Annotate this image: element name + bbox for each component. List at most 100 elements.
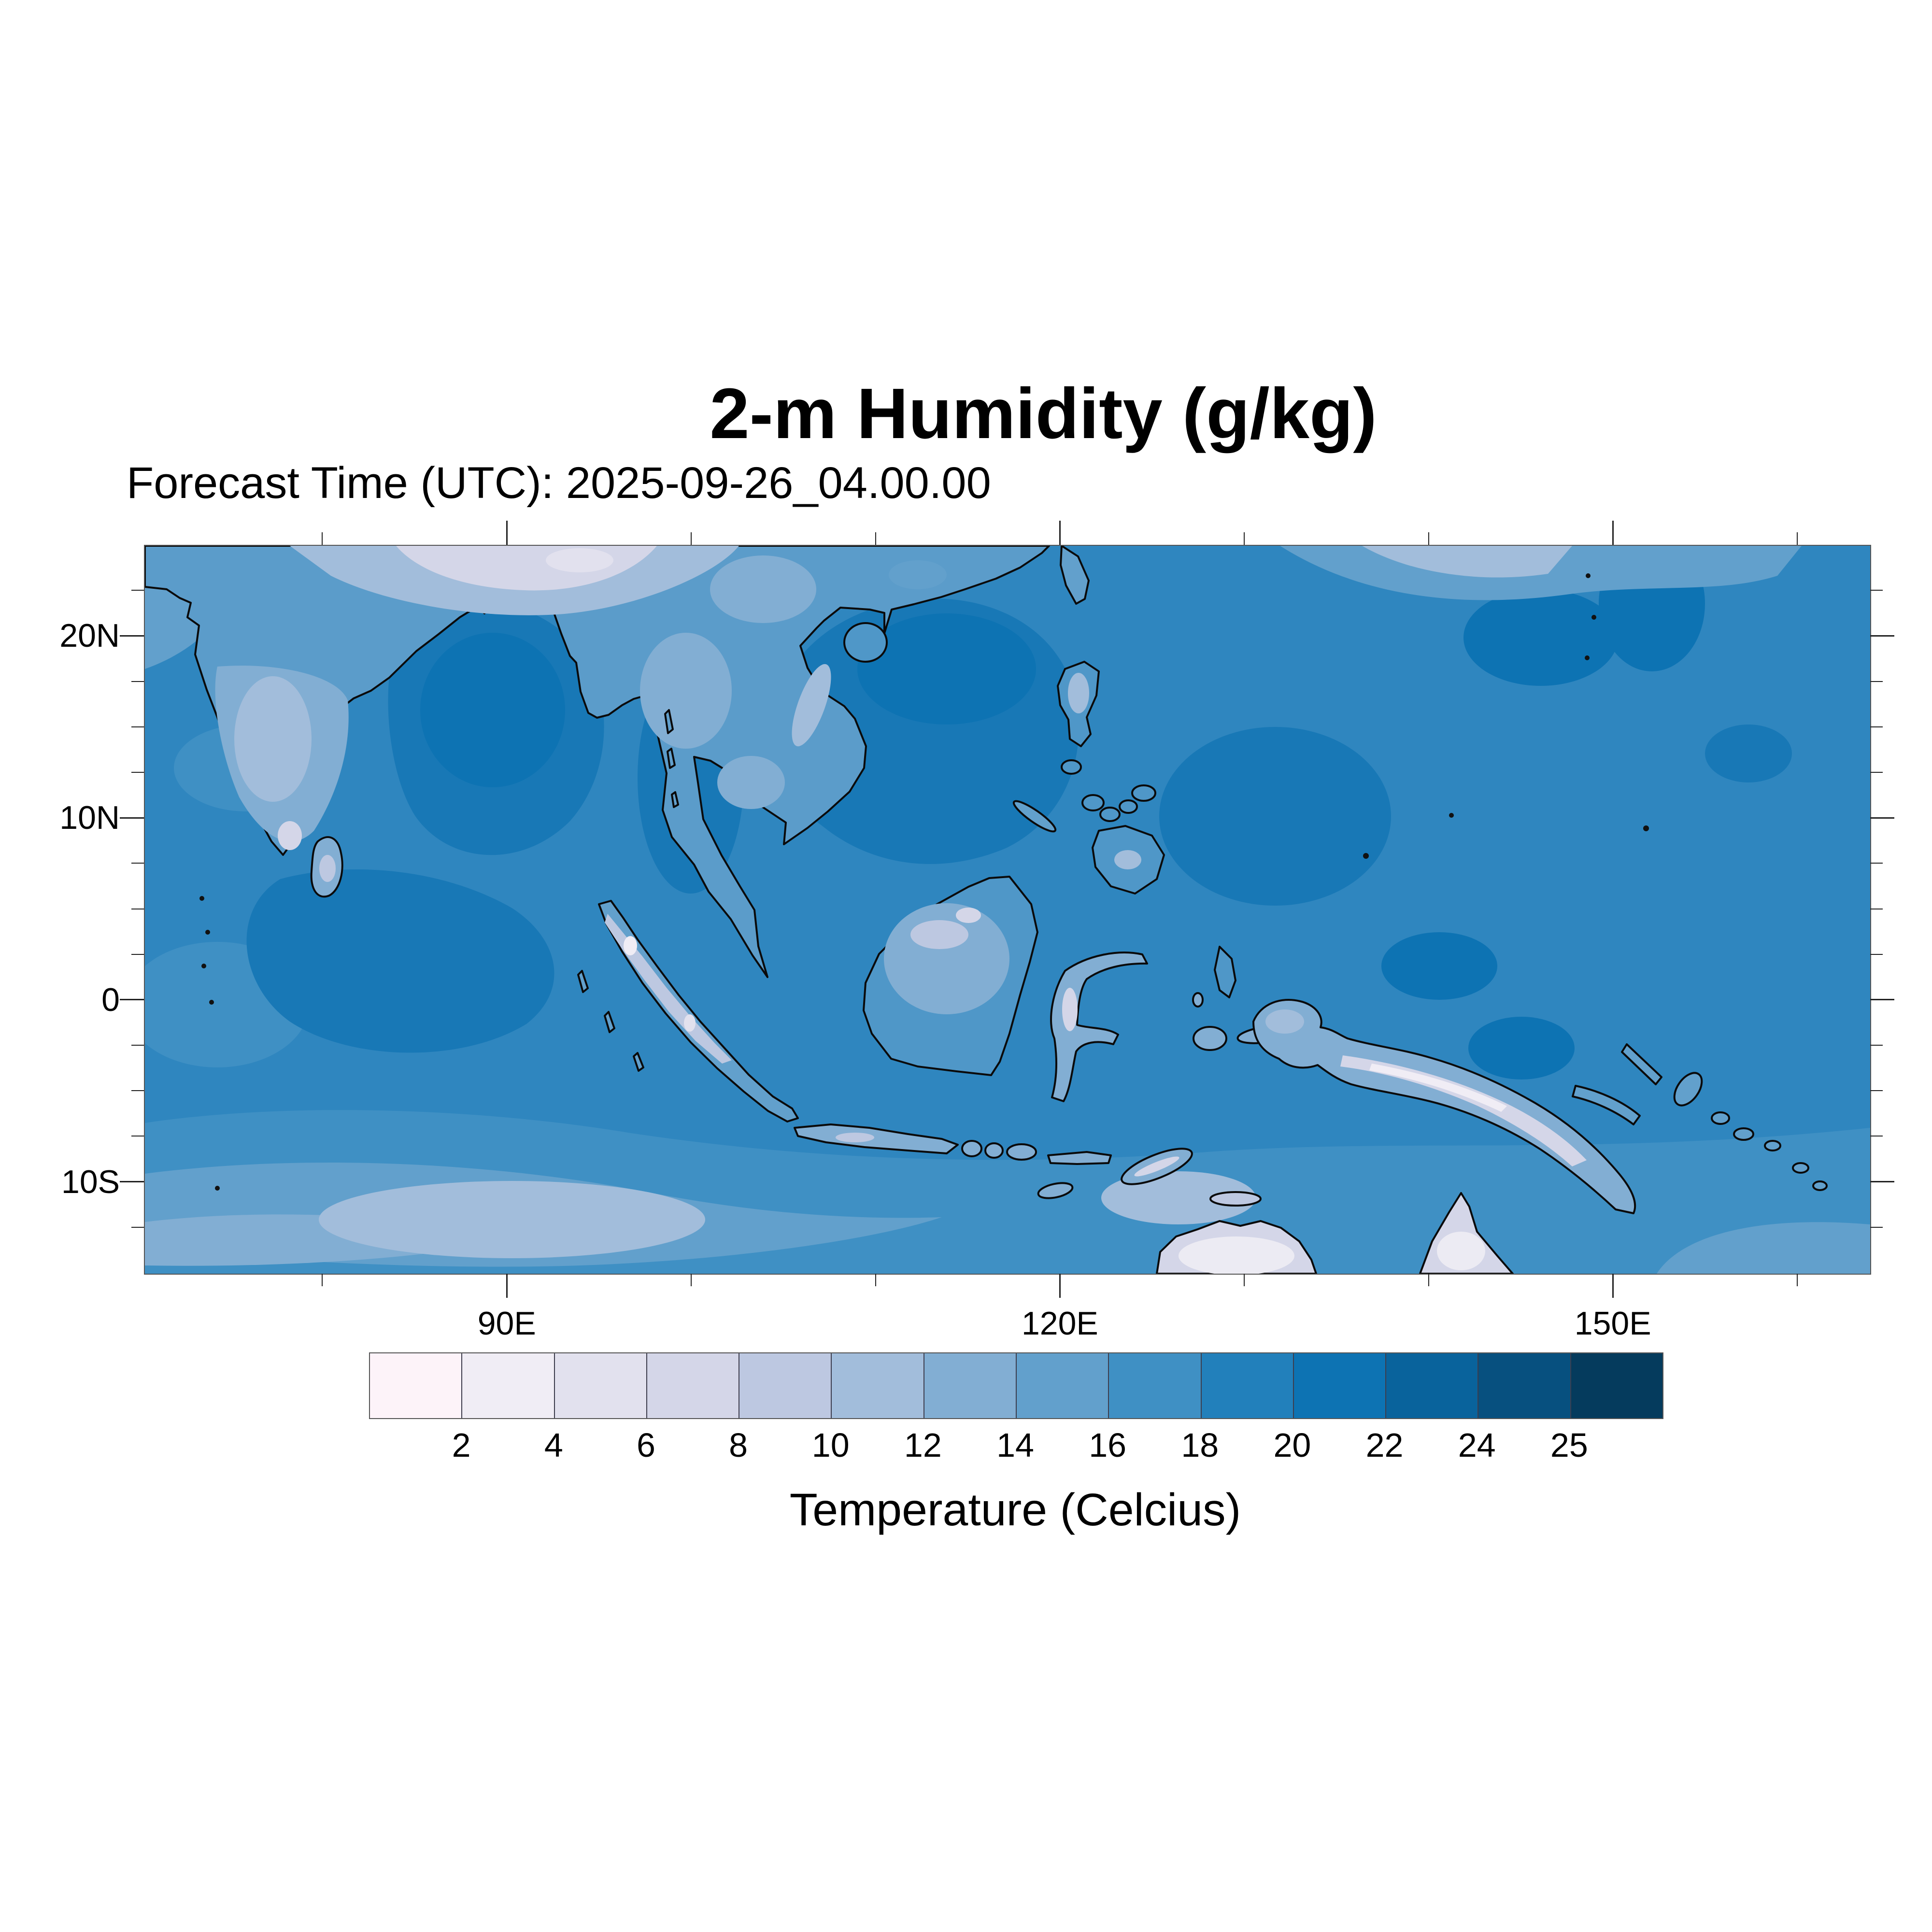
- china-light-patch: [889, 560, 947, 589]
- x-major-tick-bottom: [1059, 1274, 1061, 1298]
- forecast-time-label: Forecast Time (UTC): 2025-09-26_04.00.00: [127, 458, 991, 508]
- colorbar-cell-4: [647, 1353, 740, 1418]
- colorbar-cell-12: [1386, 1353, 1479, 1418]
- y-minor-tick-left: [131, 681, 144, 682]
- y-minor-tick-right: [1870, 771, 1883, 773]
- solomon-island-3: [1764, 1140, 1781, 1151]
- solomon-island-4: [1792, 1162, 1809, 1174]
- y-minor-tick-left: [131, 863, 144, 864]
- south-china-sea-core: [857, 613, 1036, 724]
- colorbar-cell-1: [370, 1353, 463, 1418]
- y-major-tick-right: [1870, 1181, 1894, 1183]
- new-guinea-ridge: [1340, 1055, 1587, 1166]
- mentawai-islands-3: [633, 1052, 644, 1072]
- south-ocean-pale-patch: [319, 1181, 705, 1258]
- colorbar-title: Temperature (Celcius): [789, 1484, 1241, 1535]
- x-minor-tick-top: [1244, 532, 1245, 545]
- y-axis-label-0: 0: [101, 981, 120, 1018]
- x-minor-tick-bottom: [875, 1274, 876, 1286]
- x-major-tick-top: [1059, 521, 1061, 545]
- solomon-island-5: [1812, 1180, 1828, 1191]
- colorbar-label-20: 20: [1273, 1426, 1311, 1464]
- sulawesi-highland: [1062, 988, 1078, 1031]
- y-minor-tick-right: [1870, 1045, 1883, 1046]
- palau-dot: [1363, 853, 1369, 859]
- arafura-pale-patch: [1101, 1171, 1256, 1224]
- colorbar-cell-3: [554, 1353, 647, 1418]
- buru-island: [1193, 1026, 1227, 1051]
- y-minor-tick-right: [1870, 681, 1883, 682]
- y-minor-tick-right: [1870, 863, 1883, 864]
- x-minor-tick-bottom: [1428, 1274, 1429, 1286]
- y-major-tick-right: [1870, 817, 1894, 819]
- samar-island: [1131, 784, 1156, 802]
- y-minor-tick-left: [131, 1090, 144, 1092]
- new-britain-island: [1572, 1085, 1641, 1125]
- yap-dot: [1449, 813, 1454, 818]
- new-ireland-island: [1621, 1043, 1662, 1085]
- australia-top-end-pale: [1179, 1236, 1294, 1274]
- andaman-islands: [664, 709, 674, 734]
- sumatra-peak-2: [684, 1014, 696, 1032]
- equatorial-indian-ocean-dark: [246, 869, 554, 1053]
- colorbar-cell-11: [1293, 1353, 1387, 1418]
- y-minor-tick-right: [1870, 1090, 1883, 1092]
- thailand-light-patch: [640, 633, 732, 749]
- y-major-tick-left: [120, 635, 144, 637]
- y-minor-tick-left: [131, 1226, 144, 1228]
- solomon-island-2: [1733, 1127, 1754, 1141]
- y-minor-tick-right: [1870, 726, 1883, 727]
- cambodia-light-patch: [717, 756, 785, 809]
- colorbar-label-6: 6: [636, 1426, 655, 1464]
- x-axis-label-120E: 120E: [1021, 1305, 1098, 1342]
- map-plot-area: [144, 545, 1871, 1275]
- coral-sea-dark-patch: [1468, 1017, 1575, 1080]
- luzon-highland: [1068, 673, 1089, 713]
- negros-island: [1099, 807, 1121, 822]
- y-minor-tick-right: [1870, 1226, 1883, 1228]
- y-minor-tick-right: [1870, 953, 1883, 955]
- colorbar-label-25: 25: [1550, 1426, 1588, 1464]
- new-guinea-ridge-core: [1369, 1064, 1507, 1112]
- colorbar-label-14: 14: [996, 1426, 1034, 1464]
- colorbar-cell-2: [462, 1353, 555, 1418]
- new-guinea-island: [1252, 999, 1636, 1214]
- sumbawa-island: [1006, 1143, 1037, 1161]
- colorbar-cell-14: [1571, 1353, 1662, 1418]
- pacific-dark-patch-4: [1705, 724, 1792, 782]
- y-major-tick-left: [120, 1181, 144, 1183]
- y-major-tick-left: [120, 817, 144, 819]
- sumatra-island: [598, 900, 799, 1122]
- melville-island: [1209, 1191, 1262, 1207]
- andaman-islands-2: [667, 748, 676, 769]
- x-minor-tick-bottom: [1244, 1274, 1245, 1286]
- humidity-contour-map: [145, 546, 1870, 1274]
- borneo-highland: [910, 920, 968, 949]
- y-axis-label-20N: 20N: [59, 617, 120, 654]
- sulawesi-island: [1050, 952, 1148, 1102]
- bougainville-island: [1673, 1072, 1703, 1107]
- colorbar-cell-7: [924, 1353, 1017, 1418]
- borneo-interior-light: [884, 903, 1009, 1014]
- x-minor-tick-top: [1428, 532, 1429, 545]
- x-major-tick-bottom: [506, 1274, 508, 1298]
- maldives-dot-2: [205, 930, 210, 935]
- mentawai-islands-1: [577, 970, 589, 993]
- colorbar-label-12: 12: [904, 1426, 942, 1464]
- halmahera-island: [1214, 946, 1236, 998]
- india-interior-pale: [234, 676, 312, 802]
- colorbar-label-8: 8: [729, 1426, 748, 1464]
- marianas-dot-1: [1586, 573, 1591, 578]
- y-axis-label-10S: 10S: [61, 1163, 120, 1200]
- maldives-dot-1: [199, 896, 204, 901]
- x-minor-tick-top: [691, 532, 692, 545]
- sumatra-peak-1: [624, 936, 637, 955]
- mentawai-islands-2: [604, 1011, 615, 1033]
- colorbar: [369, 1352, 1663, 1419]
- colorbar-cell-5: [739, 1353, 832, 1418]
- x-axis-label-90E: 90E: [477, 1305, 536, 1342]
- panay-island: [1081, 794, 1105, 811]
- palawan-island: [1012, 800, 1057, 833]
- colorbar-label-22: 22: [1365, 1426, 1404, 1464]
